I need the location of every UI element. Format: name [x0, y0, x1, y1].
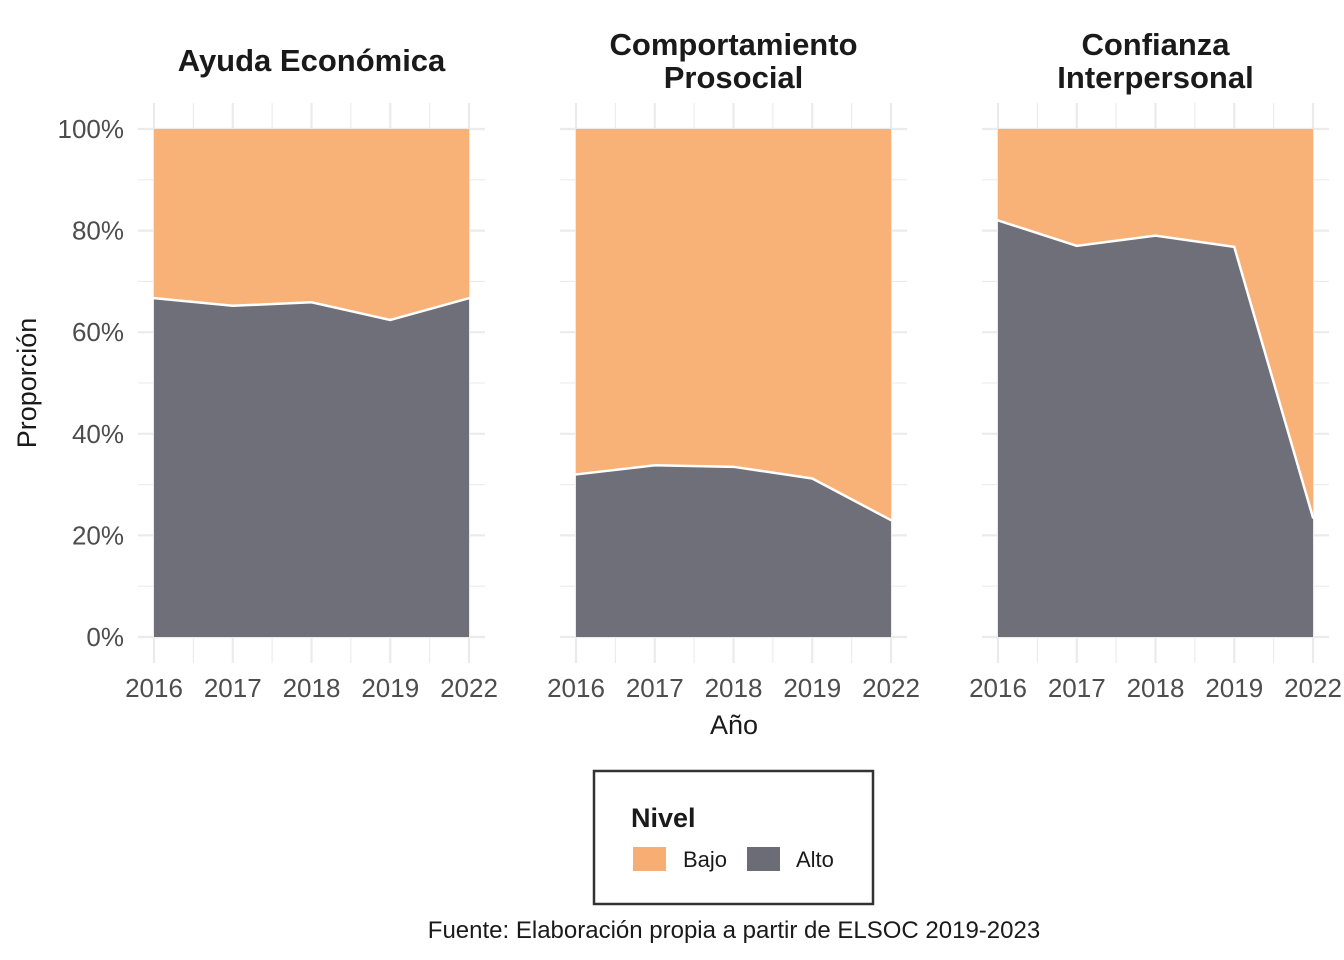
data-point-alto — [1311, 516, 1315, 519]
y-tick-label: 0% — [86, 622, 124, 652]
legend-title: Nivel — [631, 803, 696, 833]
area-bajo — [998, 129, 1313, 518]
legend-box — [592, 769, 875, 906]
x-tick-label: 2019 — [361, 673, 419, 703]
data-point-alto — [1075, 244, 1078, 248]
x-tick-label: 2017 — [204, 673, 262, 703]
data-point-alto — [310, 301, 313, 304]
x-tick-label: 2016 — [125, 673, 183, 703]
facet-panel-3: 2016 2017 2018 2019 2022 ConfianzaInterperson… — [969, 27, 1342, 703]
y-tick-label: 80% — [72, 216, 124, 246]
x-tick-label: 2022 — [862, 673, 920, 703]
y-tick-label: 60% — [72, 317, 124, 347]
area-alto — [154, 298, 469, 637]
legend-swatch-bajo — [633, 847, 666, 871]
facet-panel-2: 2016 2017 2018 2019 2022 ComportamientoProsoc… — [547, 27, 920, 703]
x-tick-label: 2018 — [283, 673, 341, 703]
facet-title: Confianza — [1081, 27, 1230, 62]
x-tick-label: 2016 — [969, 673, 1027, 703]
data-point-alto — [653, 464, 656, 467]
y-tick-label: 40% — [72, 419, 124, 449]
x-tick-label: 2018 — [1127, 673, 1185, 703]
data-point-alto — [889, 518, 893, 522]
facet-panel-1: 2016 2017 2018 2019 2022 Ayuda Económica — [125, 43, 498, 703]
x-tick-label: 2017 — [1048, 673, 1106, 703]
facet-title: Prosocial — [664, 60, 804, 95]
data-point-alto — [1233, 245, 1236, 249]
legend-swatch-alto — [747, 847, 780, 871]
area-bajo — [154, 129, 469, 321]
data-point-alto — [389, 318, 392, 322]
data-point-alto — [467, 296, 471, 300]
x-tick-label: 2022 — [1284, 673, 1342, 703]
data-point-alto — [732, 465, 735, 469]
legend: Nivel Bajo Alto — [592, 769, 875, 906]
y-axis-title: Proporción — [12, 318, 42, 449]
x-tick-label: 2022 — [440, 673, 498, 703]
data-point-alto — [231, 304, 234, 307]
y-tick-label: 100% — [58, 114, 125, 144]
x-tick-label: 2018 — [705, 673, 763, 703]
y-tick-label: 20% — [72, 520, 124, 550]
facet-title: Interpersonal — [1057, 60, 1253, 95]
data-point-alto — [574, 473, 578, 476]
legend-label-bajo: Bajo — [683, 847, 727, 872]
x-tick-label: 2019 — [783, 673, 841, 703]
x-tick-label: 2017 — [626, 673, 684, 703]
facet-title: Ayuda Económica — [178, 43, 446, 78]
x-tick-label: 2019 — [1205, 673, 1263, 703]
chart-caption: Fuente: Elaboración propia a partir de E… — [428, 917, 1040, 944]
x-tick-label: 2016 — [547, 673, 605, 703]
legend-label-alto: Alto — [796, 847, 834, 872]
data-point-alto — [996, 219, 1000, 222]
x-axis-title: Año — [710, 710, 758, 740]
area-bajo — [576, 129, 891, 521]
data-point-alto — [811, 477, 814, 480]
area-alto — [998, 220, 1313, 637]
y-tick-labels: 0% 20% 40% 60% 80% 100% — [58, 114, 125, 652]
area-alto — [576, 465, 891, 637]
facet-title: Comportamiento — [610, 27, 858, 62]
data-point-alto — [1154, 234, 1157, 237]
data-point-alto — [152, 296, 156, 300]
